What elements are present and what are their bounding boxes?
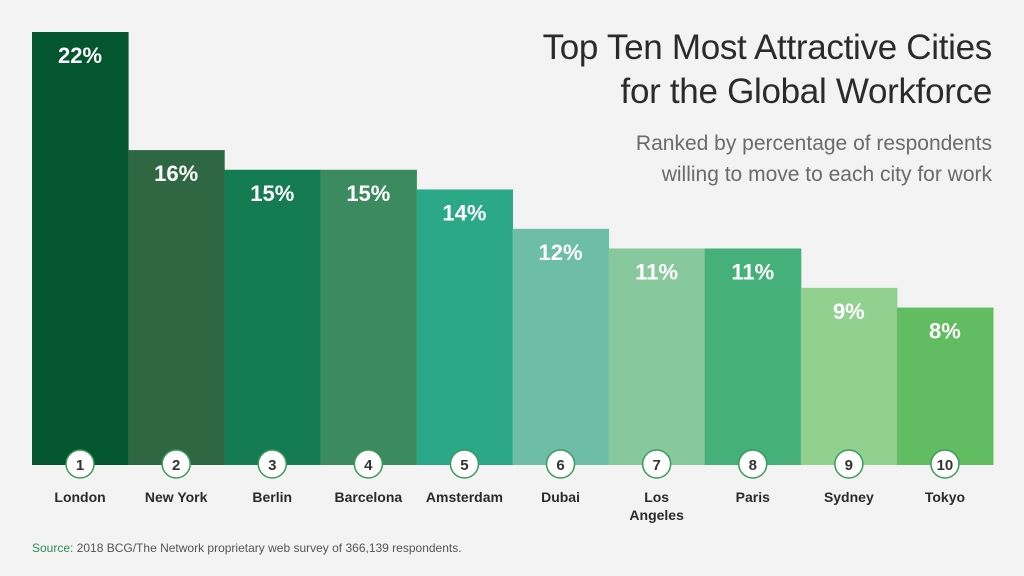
city-label-3: Berlin [252,489,292,505]
city-label-7-line-2: Angeles [629,507,684,523]
value-label-6: 12% [539,240,583,265]
rank-number-2: 2 [172,457,180,474]
value-label-10: 8% [929,319,961,344]
rank-number-6: 6 [556,457,564,474]
rank-badge-4 [353,449,384,479]
city-label-10: Tokyo [925,489,965,505]
bar-3 [224,169,321,466]
rank-badge-8 [738,449,768,479]
bar-4 [320,169,417,466]
chart-subtitle-line-2: willing to move to each city for work [661,163,992,186]
chart-title-line-1: Top Ten Most Attractive Cities [542,28,993,67]
bar-9 [800,287,898,465]
bar-6 [512,228,610,465]
value-label-5: 14% [442,200,486,225]
city-label-6: Dubai [541,489,580,505]
city-label-8: Paris [736,489,770,505]
city-label-2: New York [145,489,208,505]
chart-title-line-2: for the Global Workforce [620,72,993,111]
rank-number-8: 8 [749,457,757,474]
value-label-1: 22% [58,43,102,68]
city-label-1: London [54,489,105,505]
rank-number-4: 4 [364,457,373,474]
value-label-4: 15% [346,181,390,206]
bar-2 [128,150,225,465]
rank-badge-7 [641,449,672,479]
city-label-5: Amsterdam [426,489,503,505]
rank-number-1: 1 [76,457,84,474]
rank-badge-10 [930,449,960,479]
source-text: 2018 BCG/The Network proprietary web sur… [73,541,462,555]
rank-badge-6 [545,449,576,479]
rank-number-5: 5 [460,457,468,474]
value-label-2: 16% [154,161,198,186]
rank-number-7: 7 [652,457,660,474]
source-label: Source: [32,541,74,555]
chart-title-block: Top Ten Most Attractive Cities for the G… [432,26,993,190]
rank-badge-3 [257,449,287,479]
city-label-9: Sydney [824,489,874,505]
rank-number-3: 3 [268,457,276,474]
value-label-9: 9% [833,299,865,324]
value-label-7: 11% [635,260,678,285]
bar-7 [608,248,706,465]
rank-badge-5 [449,449,480,479]
city-label-7-line-1: Los [644,489,669,505]
bar-8 [704,248,802,465]
rank-number-10: 10 [937,457,954,474]
bar-10 [896,307,994,465]
chart-subtitle-line-1: Ranked by percentage of respondents [635,132,992,155]
source-note: Source: 2018 BCG/The Network proprietary… [32,541,462,555]
rank-badge-1 [65,449,95,479]
rank-badge-2 [161,449,191,479]
bar-5 [416,189,513,466]
value-label-3: 15% [250,181,294,206]
rank-badge-9 [834,449,864,479]
value-label-8: 11% [731,260,774,285]
bar-1 [32,32,129,465]
city-label-4: Barcelona [334,489,402,505]
chart-subtitle: Ranked by percentage of respondents will… [432,128,992,190]
rank-number-9: 9 [845,457,853,474]
